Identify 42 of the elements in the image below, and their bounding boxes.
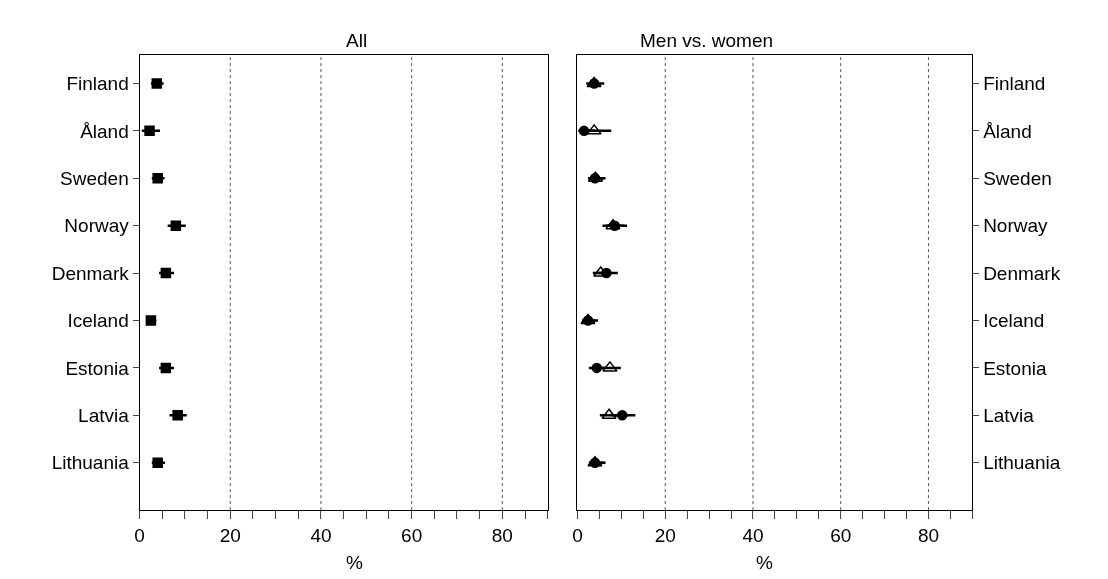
y-tick-label: Åland <box>983 120 1032 142</box>
point <box>591 362 603 374</box>
y-tick-label: Sweden <box>983 167 1052 189</box>
point <box>172 410 183 421</box>
y-tick-label: Lithuania <box>51 452 130 474</box>
point <box>616 410 628 421</box>
y-tick-label: Norway <box>64 215 130 237</box>
point <box>160 362 172 374</box>
x-tick-label: 20 <box>219 524 241 546</box>
y-tick-label: Estonia <box>65 357 130 379</box>
x-axis-title: % <box>756 552 773 573</box>
x-tick-label: 0 <box>134 524 145 546</box>
x-tick-label: 80 <box>917 524 940 546</box>
y-tick-label: Denmark <box>983 262 1061 284</box>
x-tick-label: 60 <box>830 524 852 546</box>
x-tick-label: 0 <box>572 524 583 546</box>
x-tick-label: 40 <box>310 524 332 546</box>
x-axis-title: % <box>346 552 363 573</box>
x-tick-label: 60 <box>401 524 423 546</box>
x-tick-label: 80 <box>491 524 513 546</box>
y-tick-label: Åland <box>80 120 129 142</box>
point <box>160 267 172 279</box>
y-tick-label: Latvia <box>78 404 130 426</box>
point <box>601 408 617 420</box>
chart-title: Men vs. women <box>640 30 774 51</box>
point <box>170 220 182 231</box>
y-tick-label: Finland <box>66 73 129 95</box>
y-tick-label: Lithuania <box>983 452 1061 474</box>
y-tick-label: Denmark <box>51 262 130 284</box>
x-tick-label: 40 <box>742 524 764 546</box>
y-tick-label: Norway <box>983 215 1049 237</box>
y-tick-label: Latvia <box>983 404 1035 426</box>
point <box>151 78 163 89</box>
point <box>144 125 155 137</box>
y-tick-label: Iceland <box>983 310 1045 332</box>
y-tick-label: Iceland <box>67 310 129 332</box>
y-tick-label: Finland <box>983 73 1046 95</box>
point <box>605 218 621 230</box>
chart-title: All <box>346 30 368 51</box>
x-tick-label: 20 <box>654 524 676 546</box>
y-tick-label: Estonia <box>983 357 1047 379</box>
y-tick-label: Sweden <box>60 167 129 189</box>
